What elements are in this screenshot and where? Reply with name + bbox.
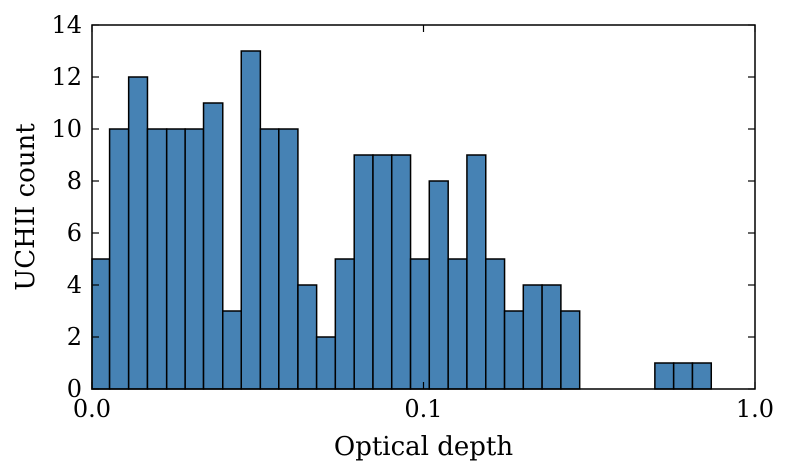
histogram-bar — [654, 362, 675, 390]
histogram-bar — [259, 128, 280, 390]
histogram-bar — [297, 284, 318, 390]
histogram-bar — [522, 284, 543, 390]
x-tick-label: 0.1 — [404, 395, 442, 423]
plot-frame — [91, 24, 756, 390]
x-tick-label: 1.0 — [736, 395, 774, 423]
histogram-bar — [108, 128, 130, 390]
histogram-bars — [91, 50, 713, 390]
histogram-bar — [240, 50, 262, 390]
histogram-bar — [691, 362, 713, 390]
x-axis-label: Optical depth — [334, 432, 513, 462]
histogram-bar — [672, 362, 694, 390]
histogram-bar — [390, 154, 412, 390]
histogram-bar — [165, 128, 186, 390]
y-tick-label: 12 — [51, 63, 82, 91]
y-tick-label: 14 — [51, 11, 82, 39]
x-tick-label: 0.0 — [73, 395, 111, 423]
histogram-bar — [202, 102, 224, 390]
histogram-bar — [447, 258, 468, 390]
x-axis-ticks: 0.0 0.1 1.0 — [73, 25, 774, 423]
histogram-bar — [503, 310, 525, 390]
y-tick-label: 10 — [51, 115, 82, 143]
y-axis-label: UCHII count — [11, 123, 41, 291]
histogram-bar — [428, 180, 449, 390]
histogram-bar — [184, 128, 205, 390]
histogram-bar — [127, 76, 149, 390]
histogram-bar — [146, 128, 168, 390]
histogram-bar — [466, 154, 487, 390]
histogram-bar — [222, 310, 243, 390]
y-tick-label: 4 — [67, 271, 82, 299]
y-tick-label: 2 — [67, 323, 82, 351]
histogram-bar — [541, 284, 562, 390]
histogram-bar — [372, 154, 393, 390]
histogram-bar — [353, 154, 374, 390]
histogram-bar — [315, 336, 337, 390]
histogram-bar — [334, 258, 355, 390]
histogram-bar — [485, 258, 506, 390]
y-tick-label: 0 — [67, 375, 82, 403]
y-axis-ticks: 0 2 4 6 8 10 12 14 — [51, 11, 755, 403]
y-tick-label: 8 — [67, 167, 82, 195]
histogram-bar — [278, 128, 299, 390]
histogram-bar — [560, 310, 581, 390]
histogram-bar — [409, 258, 431, 390]
histogram-bar — [91, 258, 111, 390]
y-tick-label: 6 — [67, 219, 82, 247]
